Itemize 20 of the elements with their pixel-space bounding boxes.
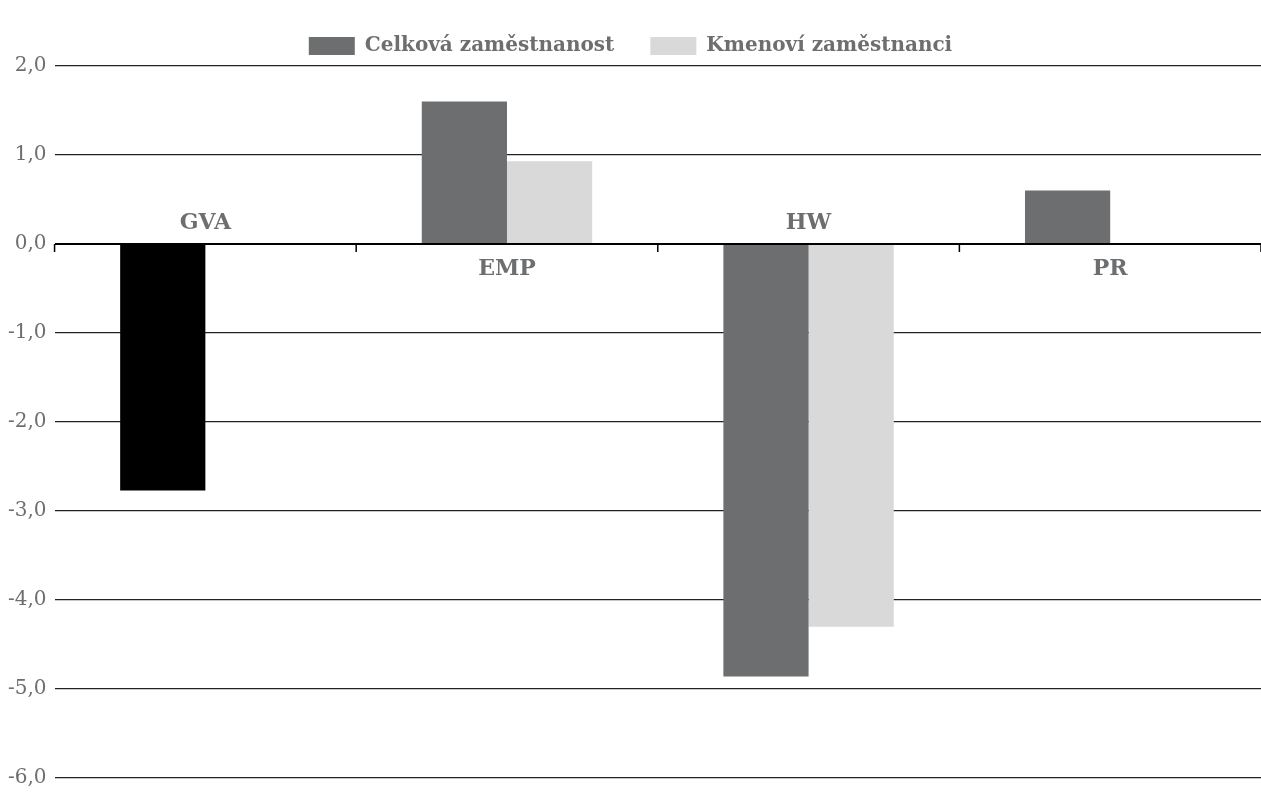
y-tick-label: -5,0 xyxy=(7,675,47,700)
y-tick-label: -3,0 xyxy=(7,497,47,522)
bar xyxy=(723,245,809,677)
bar xyxy=(421,101,507,243)
legend-label: Kmenoví zaměstnanci xyxy=(706,32,953,57)
y-tick-label: 0,0 xyxy=(14,230,47,255)
bar xyxy=(1024,190,1111,243)
bar xyxy=(506,161,593,243)
y-tick-label: -2,0 xyxy=(7,408,47,433)
x-tick-label: GVA xyxy=(179,207,232,234)
bar xyxy=(808,245,894,627)
y-tick-label: -1,0 xyxy=(7,319,47,344)
y-tick-label: 1,0 xyxy=(14,141,47,166)
y-tick-label: -4,0 xyxy=(7,586,47,611)
y-tick-label: -6,0 xyxy=(7,764,47,789)
y-tick-label: 2,0 xyxy=(14,52,47,77)
legend-label: Celková zaměstnanost xyxy=(364,32,616,57)
x-tick-label: HW xyxy=(785,207,832,234)
x-tick-label: EMP xyxy=(478,253,536,280)
x-tick-label: PR xyxy=(1092,253,1129,280)
